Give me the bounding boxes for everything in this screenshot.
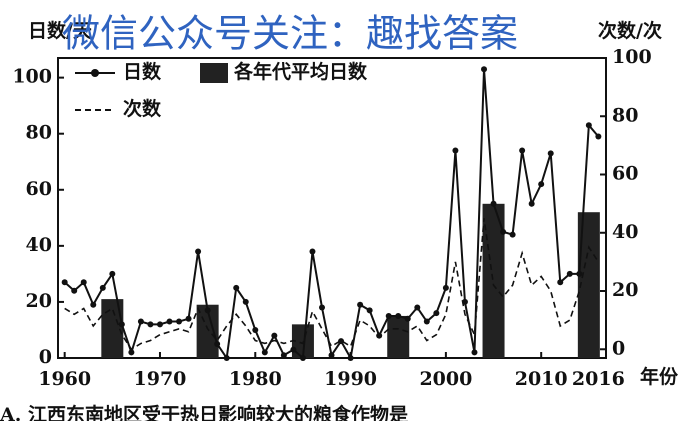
marker — [195, 248, 202, 255]
marker — [385, 312, 392, 319]
x-tick-label: 1960 — [38, 368, 91, 390]
marker — [357, 301, 364, 308]
marker — [223, 355, 230, 361]
marker — [404, 315, 411, 322]
marker — [471, 349, 478, 356]
bar — [482, 203, 505, 358]
marker — [166, 318, 173, 325]
watermark: 微信公众号关注：趣找答案 — [62, 12, 518, 56]
marker — [528, 200, 535, 207]
marker — [290, 346, 297, 353]
marker — [137, 318, 144, 325]
marker — [585, 122, 592, 129]
marker — [442, 284, 449, 291]
y-tick-label: 60 — [26, 178, 52, 200]
marker — [309, 248, 316, 255]
marker — [452, 147, 459, 154]
y-tick-label: 100 — [12, 66, 52, 88]
marker — [433, 310, 440, 317]
legend-label: 次数 — [123, 97, 162, 120]
caption: A. 江西东南地区受干热日影响较大的粮食作物是 — [0, 403, 408, 421]
marker — [566, 270, 573, 277]
legend-label: 各年代平均日数 — [233, 60, 368, 83]
x-tick-label: 2000 — [419, 368, 472, 390]
legend-marker — [91, 69, 99, 77]
legend-swatch — [200, 63, 228, 83]
marker — [328, 352, 335, 359]
marker — [595, 133, 602, 140]
legend-label: 日数 — [123, 60, 162, 83]
marker — [547, 150, 554, 157]
marker — [280, 352, 287, 359]
x-tick-label: 1970 — [134, 368, 187, 390]
marker — [156, 321, 163, 328]
marker — [252, 326, 259, 333]
y2-axis-label: 次数/次 — [598, 19, 662, 42]
y-tick-label: 20 — [26, 290, 52, 312]
y2-tick-label: 100 — [612, 46, 652, 68]
marker — [128, 349, 135, 356]
x-tick-label: 2016 — [572, 368, 625, 390]
marker — [242, 298, 249, 305]
marker — [576, 270, 583, 277]
marker — [80, 279, 87, 286]
marker — [481, 66, 488, 73]
y-tick-label: 80 — [26, 122, 52, 144]
marker — [71, 287, 78, 294]
marker — [185, 315, 192, 322]
marker — [509, 231, 516, 238]
x-tick-label: 1980 — [229, 368, 282, 390]
marker — [423, 318, 430, 325]
marker — [261, 349, 268, 356]
marker — [109, 270, 116, 277]
marker — [176, 318, 183, 325]
marker — [414, 304, 421, 311]
marker — [490, 200, 497, 207]
marker — [61, 279, 68, 286]
marker — [395, 312, 402, 319]
bar — [577, 212, 600, 358]
marker — [214, 340, 221, 347]
y-axis-label: 日数/天 — [28, 19, 93, 42]
marker — [147, 321, 154, 328]
y-tick-label: 40 — [26, 234, 52, 256]
marker — [299, 355, 306, 361]
bar — [101, 299, 124, 358]
marker — [318, 304, 325, 311]
y2-tick-label: 80 — [612, 104, 638, 126]
marker — [118, 321, 125, 328]
marker — [557, 279, 564, 286]
marker — [233, 284, 240, 291]
bar — [387, 315, 410, 358]
marker — [90, 301, 97, 308]
marker — [347, 355, 354, 361]
x-tick-label: 2010 — [515, 368, 568, 390]
x-tick-label: 1990 — [324, 368, 377, 390]
marker — [538, 181, 545, 188]
marker — [204, 307, 211, 314]
y2-tick-label: 60 — [612, 163, 638, 185]
marker — [500, 228, 507, 235]
marker — [366, 307, 373, 314]
marker — [271, 332, 278, 339]
y-tick-label: 0 — [39, 346, 52, 368]
marker — [99, 284, 106, 291]
marker — [519, 147, 526, 154]
y2-tick-label: 0 — [612, 337, 625, 359]
y2-tick-label: 40 — [612, 221, 638, 243]
marker — [338, 338, 345, 345]
x-axis-label: 年份 — [640, 365, 679, 388]
y2-tick-label: 20 — [612, 279, 638, 301]
dashed-line — [64, 218, 600, 351]
